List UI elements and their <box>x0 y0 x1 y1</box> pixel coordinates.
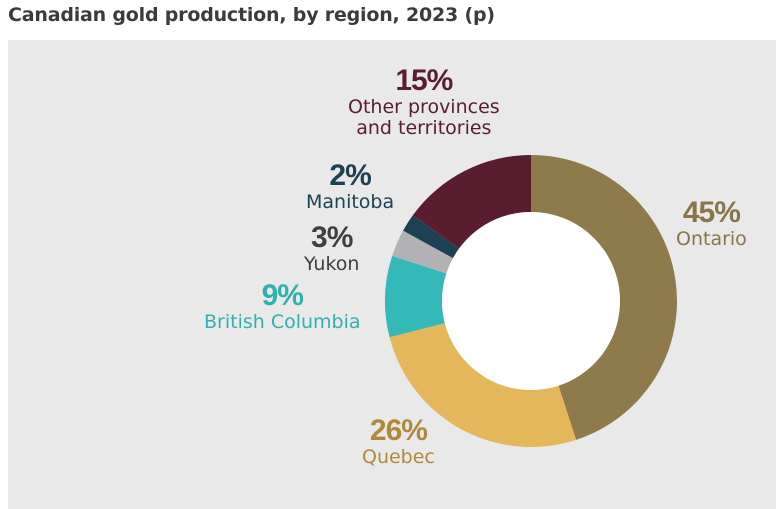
other-percent: 15% <box>395 64 453 97</box>
quebec-name: Quebec <box>362 446 435 468</box>
slice-other-provinces-and-territories <box>412 155 531 249</box>
slice-yukon <box>392 230 454 274</box>
slice-manitoba <box>403 215 459 259</box>
manitoba-name: Manitoba <box>306 191 395 213</box>
slice-british-columbia <box>385 255 447 338</box>
label-british-columbia: 9% British Columbia <box>204 279 361 333</box>
british-columbia-name: British Columbia <box>204 311 361 333</box>
other-name-line-1: Other provinces <box>348 96 500 118</box>
donut-hole <box>442 212 620 390</box>
label-manitoba: 2% Manitoba <box>306 159 394 213</box>
slice-ontario <box>531 155 677 440</box>
yukon-percent: 3% <box>311 221 353 254</box>
chart-title: Canadian gold production, by region, 202… <box>8 4 495 26</box>
yukon-name: Yukon <box>304 253 360 275</box>
manitoba-percent: 2% <box>329 159 371 192</box>
ontario-percent: 45% <box>682 196 741 229</box>
other-name-line-2: and territories <box>356 117 492 140</box>
ontario-name: Ontario <box>676 228 747 250</box>
label-other: 15% Other provinces and territories <box>348 64 500 140</box>
quebec-percent: 26% <box>369 414 428 447</box>
label-quebec: 26% Quebec <box>362 414 435 468</box>
british-columbia-percent: 9% <box>261 279 304 312</box>
slice-quebec <box>389 323 577 447</box>
label-yukon: 3% Yukon <box>304 221 359 275</box>
label-ontario: 45% Ontario <box>676 196 747 250</box>
